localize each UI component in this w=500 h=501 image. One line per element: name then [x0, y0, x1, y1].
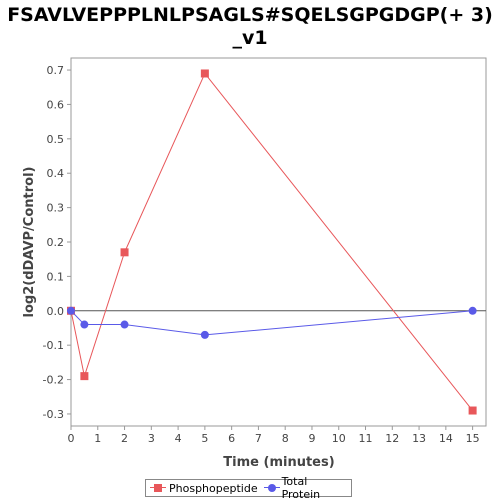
x-tick-label: 0: [68, 432, 75, 445]
series-group: [67, 69, 477, 415]
y-tick-label: 0.7: [47, 64, 65, 77]
x-tick-label: 1: [94, 432, 101, 445]
y-tick-label: -0.2: [43, 374, 64, 387]
legend-item-phosphopeptide: Phosphopeptide: [150, 482, 258, 495]
x-tick-label: 7: [255, 432, 262, 445]
data-point-total-protein: [67, 306, 75, 315]
data-point-total-protein: [200, 330, 209, 339]
legend-label-phosphopeptide: Phosphopeptide: [169, 481, 258, 495]
x-axis-label: Time (minutes): [223, 455, 334, 470]
y-tick-label: 0.0: [47, 305, 65, 318]
data-point-phosphopeptide: [80, 372, 89, 381]
x-tick-label: 5: [201, 432, 208, 445]
y-tick-label: 0.6: [47, 98, 65, 111]
chart-title-line-2: _v1: [232, 27, 268, 49]
data-point-total-protein: [80, 320, 89, 329]
plot-area: [70, 57, 487, 427]
data-point-phosphopeptide: [468, 406, 477, 415]
y-tick-label: 0.3: [47, 202, 65, 215]
y-axis: -0.3 -0.2 -0.1 0.0 0.1 0.2 0.3 0.4 0.5 0.6 0.7: [43, 64, 71, 421]
legend-label-total-protein: Total Protein: [281, 475, 321, 501]
x-tick-label: 2: [121, 432, 128, 445]
y-tick-label: 0.1: [47, 270, 65, 283]
square-marker-icon: [154, 484, 162, 492]
y-tick-label: -0.3: [43, 408, 64, 421]
y-tick-label: 0.2: [47, 236, 65, 249]
circle-marker-icon: [267, 484, 276, 492]
x-axis: 0 1 2 3 4 5 6 7 8 9 10 11 12 13 14 15: [68, 426, 480, 445]
x-tick-label: 15: [466, 432, 480, 445]
x-tick-label: 13: [412, 432, 426, 445]
x-tick-label: 10: [332, 432, 346, 445]
x-tick-label: 4: [175, 432, 182, 445]
x-tick-label: 12: [385, 432, 399, 445]
x-tick-label: 3: [148, 432, 155, 445]
data-point-total-protein: [120, 320, 129, 329]
y-tick-label: -0.1: [43, 339, 64, 352]
y-tick-label: 0.5: [47, 133, 65, 146]
chart-title-line-1: FSAVLVEPPPLNLPSAGLS#SQELSGPGDGP(+ 3): [7, 4, 493, 26]
x-tick-label: 6: [228, 432, 235, 445]
legend: Phosphopeptide Total Protein: [145, 475, 352, 501]
x-tick-label: 9: [308, 432, 315, 445]
chart-title: FSAVLVEPPPLNLPSAGLS#SQELSGPGDGP(+ 3) _v1: [0, 4, 500, 50]
legend-swatch-total-protein: [263, 483, 280, 493]
y-axis-label: log2(dDAVP/Control): [22, 167, 37, 318]
y-tick-label: 0.4: [47, 167, 65, 180]
data-point-phosphopeptide: [120, 248, 129, 257]
x-tick-label: 11: [359, 432, 373, 445]
data-point-phosphopeptide: [200, 69, 209, 78]
x-tick-label: 14: [439, 432, 453, 445]
data-point-total-protein: [468, 306, 477, 315]
legend-item-total-protein: Total Protein: [263, 475, 345, 501]
x-tick-label: 8: [282, 432, 289, 445]
legend-swatch-phosphopeptide: [150, 483, 166, 493]
